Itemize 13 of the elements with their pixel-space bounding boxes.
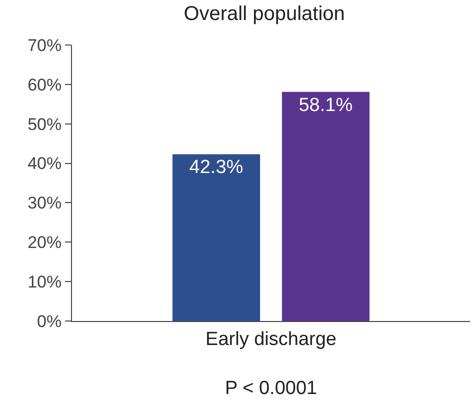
y-tick-label: 30% [28, 194, 62, 213]
data-label: 42.3% [189, 157, 244, 178]
y-tick-label: 50% [28, 114, 62, 134]
y-tick-label: 60% [28, 75, 62, 94]
text: P < 0.0001 [225, 378, 318, 399]
data-label: 58.1% [298, 94, 353, 116]
y-tick-label: 0% [37, 312, 62, 331]
y-tick-label: 40% [28, 154, 62, 174]
y-tick-label: 70% [28, 36, 62, 55]
x-tick-label: Early discharge [206, 328, 336, 350]
y-tick-label: 20% [28, 233, 62, 252]
chart-title: Overall population [184, 3, 345, 26]
y-tick-label: 10% [28, 272, 62, 292]
